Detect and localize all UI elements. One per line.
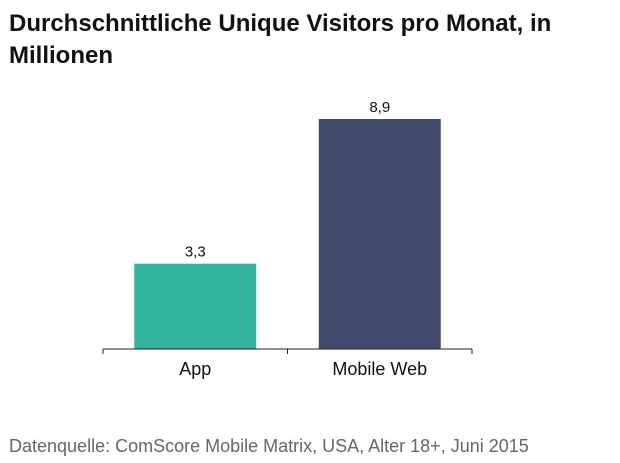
value-label: 3,3 <box>185 244 206 261</box>
x-tick-label: Mobile Web <box>332 359 427 379</box>
bar-mobile-web <box>318 119 441 349</box>
bars <box>134 119 441 349</box>
x-axis <box>102 348 473 354</box>
source-note: Datenquelle: ComScore Mobile Matrix, USA… <box>9 436 529 456</box>
value-labels: 3,3 8,9 <box>185 99 390 261</box>
value-label: 8,9 <box>369 99 390 116</box>
bar-app <box>134 263 257 349</box>
x-tick-labels: App Mobile Web <box>179 359 427 379</box>
x-tick-label: App <box>179 359 211 379</box>
chart-title: Durchschnittliche Unique Visitors pro Mo… <box>9 10 552 69</box>
